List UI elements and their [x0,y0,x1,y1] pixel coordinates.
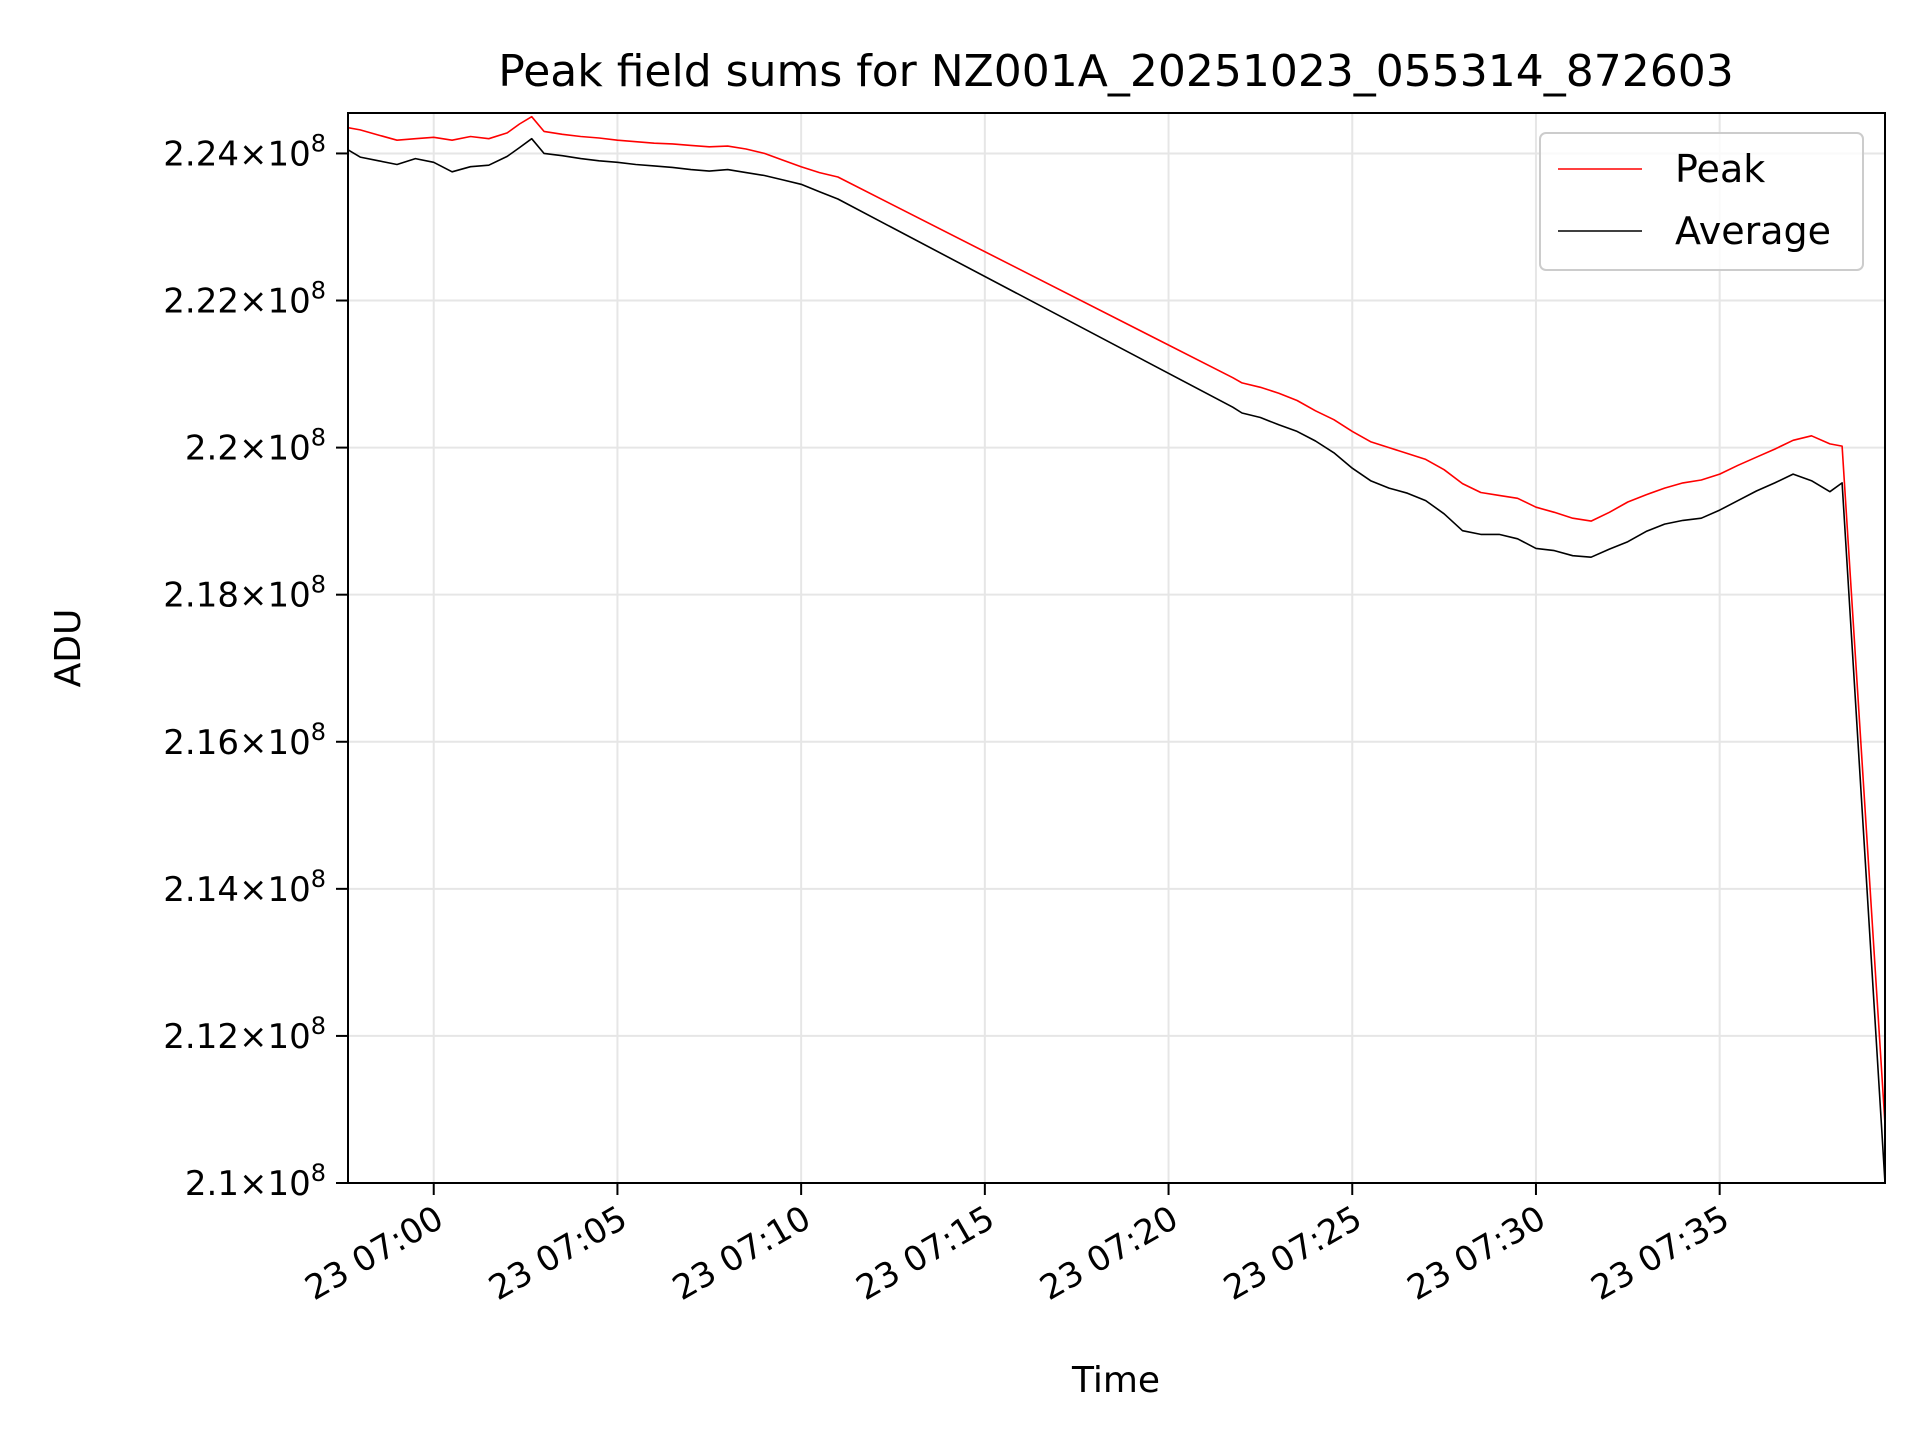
y-tick-label: 2.14×108 [163,865,326,910]
y-tick-times: ×10 [239,723,311,763]
chart-title: Peak field sums for NZ001A_20251023_0553… [498,46,1733,97]
y-tick-exponent: 8 [311,1159,326,1187]
series-layer [348,115,1885,1183]
y-tick-mantissa: 2.12 [163,1017,239,1057]
y-tick-times: ×10 [239,429,311,469]
y-tick-mantissa: 2.1 [185,1164,239,1204]
legend: Peak Average [1539,132,1864,271]
y-tick-exponent: 8 [311,424,326,452]
y-tick-exponent: 8 [311,1012,326,1040]
y-tick-mantissa: 2.18 [163,576,239,616]
y-tick-label: 2.12×108 [163,1012,326,1057]
y-tick-exponent: 8 [311,277,326,305]
y-tick-exponent: 8 [311,865,326,893]
legend-box [1539,132,1864,271]
y-tick-label: 2.2×108 [185,424,326,469]
y-axis-label: ADU [48,609,89,688]
y-tick-times: ×10 [239,134,311,174]
legend-label-average: Average [1675,209,1831,253]
y-tick-times: ×10 [239,576,311,616]
y-tick-mantissa: 2.16 [163,723,239,763]
y-axis: 2.1×1082.12×1082.14×1082.16×1082.18×1082… [163,129,348,1204]
y-tick-times: ×10 [239,282,311,322]
y-tick-label: 2.24×108 [163,129,326,174]
x-axis-label: Time [1071,1360,1160,1401]
y-tick-exponent: 8 [311,571,326,599]
legend-label-peak: Peak [1675,147,1765,191]
y-tick-exponent: 8 [311,718,326,746]
series-line-peak [348,115,1885,1125]
y-tick-label: 2.1×108 [185,1159,326,1204]
y-tick-times: ×10 [239,1017,311,1057]
y-tick-label: 2.18×108 [163,571,326,616]
y-tick-label: 2.22×108 [163,277,326,322]
y-tick-times: ×10 [239,870,311,910]
y-tick-exponent: 8 [311,129,326,157]
y-tick-mantissa: 2.22 [163,282,239,322]
y-tick-times: ×10 [239,1164,311,1204]
series-line-average [348,137,1885,1183]
y-tick-label: 2.16×108 [163,718,326,763]
y-tick-mantissa: 2.2 [185,429,239,469]
plot-frame [347,112,1886,1184]
y-tick-mantissa: 2.24 [163,134,239,174]
y-tick-mantissa: 2.14 [163,870,239,910]
